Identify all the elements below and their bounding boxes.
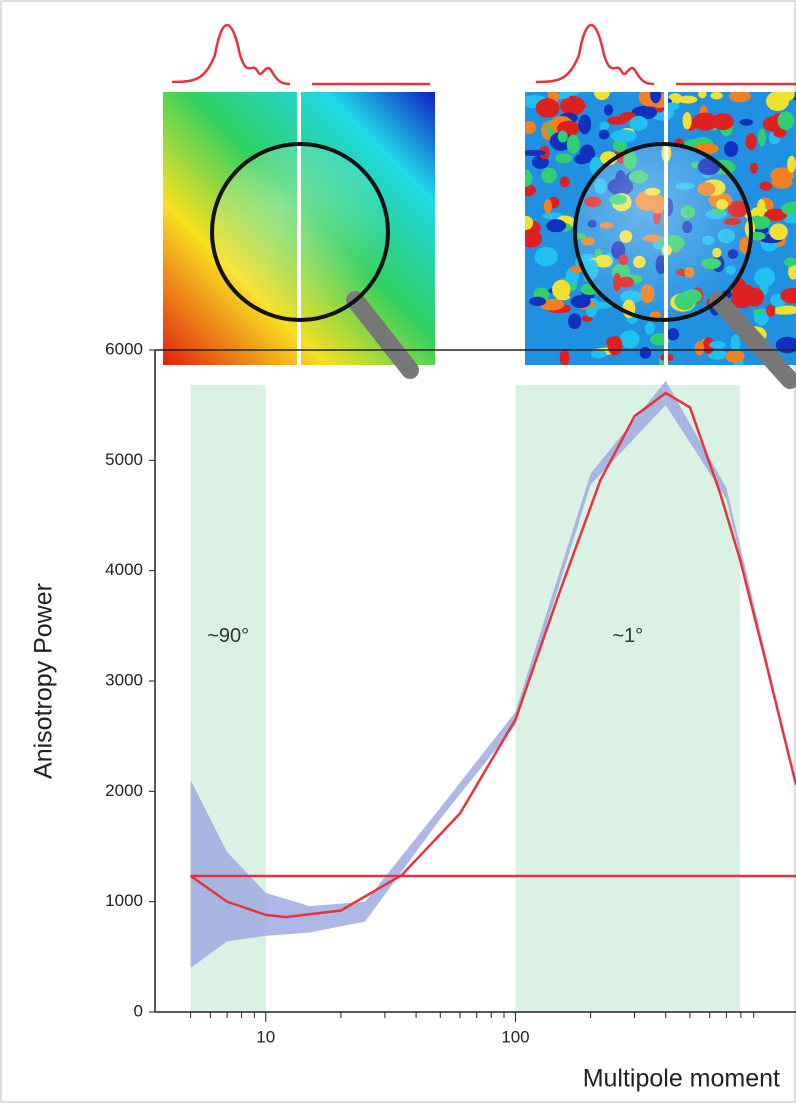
y-tick-label: 2000: [105, 781, 143, 800]
illustrations: [163, 25, 796, 380]
x-axis-label: Multipole moment: [583, 1065, 780, 1093]
y-tick-label: 3000: [105, 670, 143, 689]
highlight-region: [515, 385, 740, 1012]
chart: ~90° ~1° Anisotropy Power Multipole momen…: [0, 0, 796, 1103]
y-tick-label: 0: [134, 1001, 143, 1020]
region-label: ~90°: [207, 625, 249, 647]
y-tick-label: 5000: [105, 450, 143, 469]
x-tick-label: 10: [256, 1027, 275, 1046]
y-axis-label: Anisotropy Power: [30, 583, 58, 779]
y-tick-label: 6000: [105, 339, 143, 358]
y-tick-label: 4000: [105, 560, 143, 579]
region-label: ~1°: [612, 625, 643, 647]
x-tick-label: 100: [501, 1027, 529, 1046]
y-tick-label: 1000: [105, 891, 143, 910]
